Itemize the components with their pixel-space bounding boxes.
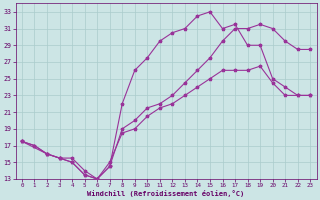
- X-axis label: Windchill (Refroidissement éolien,°C): Windchill (Refroidissement éolien,°C): [87, 190, 245, 197]
